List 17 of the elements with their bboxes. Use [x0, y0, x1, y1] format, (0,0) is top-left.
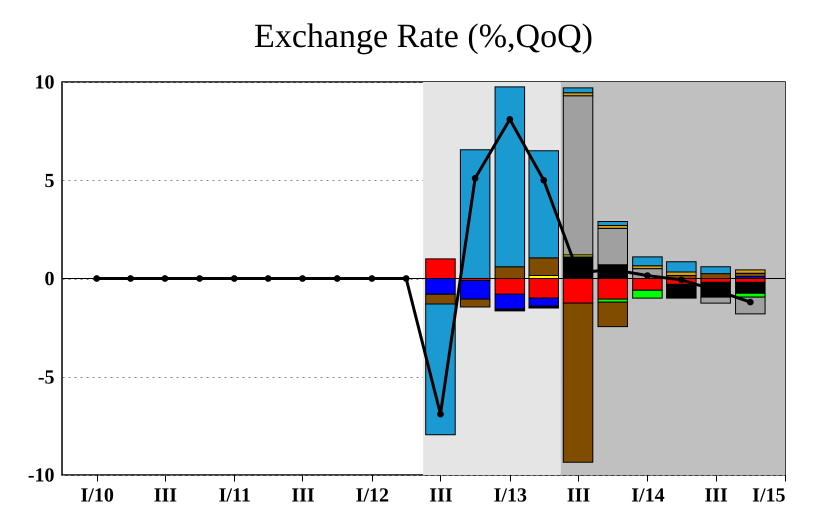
- x-tick-label: III: [291, 484, 315, 506]
- x-tick-label: I/13: [494, 484, 527, 506]
- x-tick-label: III: [566, 484, 590, 506]
- y-tick-label: 0: [44, 268, 54, 290]
- x-tick-label: I/11: [218, 484, 251, 506]
- x-tick-label: I/15: [752, 484, 786, 506]
- x-tick-label: I/12: [356, 484, 390, 506]
- x-tick-label: III: [429, 484, 453, 506]
- x-tick-label: I/14: [631, 484, 665, 506]
- y-tick-label: 5: [44, 170, 54, 192]
- x-tick-label: III: [704, 484, 728, 506]
- y-tick-label: -5: [38, 366, 54, 388]
- y-tick-label: 10: [34, 72, 54, 94]
- x-tick-label: I/10: [80, 484, 114, 506]
- chart-title: Exchange Rate (%,QoQ): [254, 18, 593, 55]
- y-tick-label: -10: [28, 464, 54, 486]
- x-tick-label: III: [154, 484, 178, 506]
